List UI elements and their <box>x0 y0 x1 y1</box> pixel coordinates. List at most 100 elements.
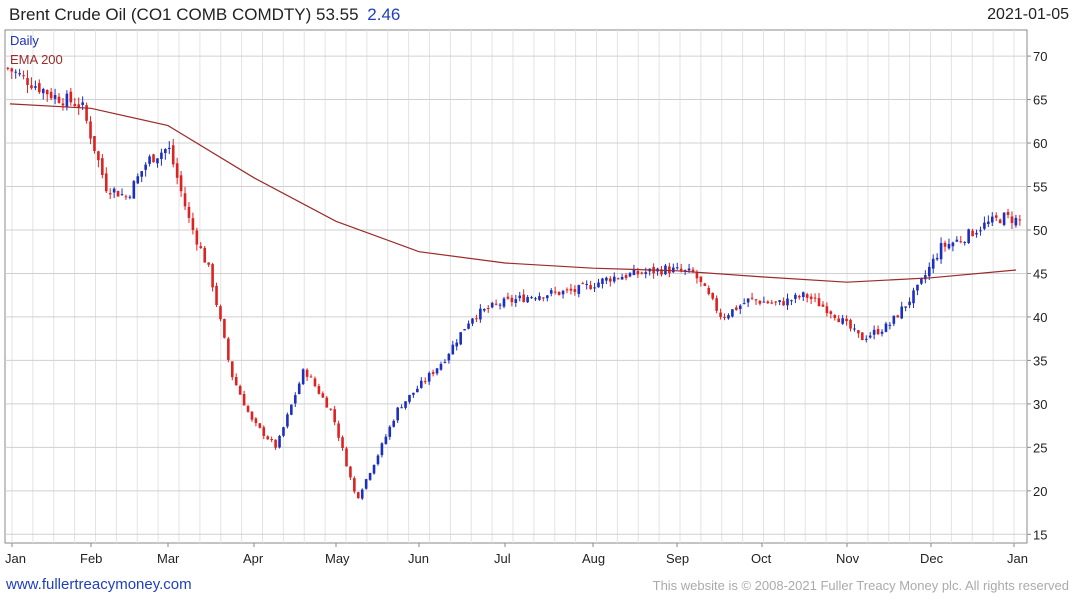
candle-body <box>191 218 195 230</box>
candle <box>455 339 459 351</box>
candle-body <box>376 455 380 465</box>
candle-body <box>719 312 722 318</box>
x-tick-label: Jul <box>494 551 511 566</box>
candle <box>412 392 415 398</box>
chart-legend: Daily EMA 200 <box>10 33 63 67</box>
candle <box>156 158 159 168</box>
candle <box>195 227 199 251</box>
candle-body <box>955 239 959 242</box>
candle <box>18 68 21 77</box>
candle <box>309 374 313 378</box>
candle <box>132 180 136 199</box>
candle <box>912 287 915 309</box>
candle-body <box>821 304 825 307</box>
candle <box>711 292 714 301</box>
candle <box>282 426 285 438</box>
candle-body <box>616 278 620 280</box>
candle <box>349 465 352 481</box>
candle-body <box>624 275 628 279</box>
candle-body <box>360 489 364 499</box>
candle-body <box>313 378 317 387</box>
candle <box>203 246 207 263</box>
candle-body <box>549 290 553 294</box>
candle <box>983 216 986 231</box>
candle-body <box>959 241 963 243</box>
candle <box>183 186 187 211</box>
candle <box>254 417 258 427</box>
candle <box>128 195 132 200</box>
candle-body <box>794 294 797 299</box>
candle <box>250 411 254 422</box>
candle-body <box>230 361 234 378</box>
candle <box>998 218 1002 224</box>
candle-body <box>998 219 1002 224</box>
candle-body <box>297 383 301 395</box>
candle-body <box>164 149 167 154</box>
site-link[interactable]: www.fullertreacymoney.com <box>6 576 192 593</box>
candle <box>778 300 781 306</box>
candle-body <box>160 152 163 160</box>
candle <box>171 138 175 168</box>
candle-body <box>640 272 644 274</box>
candle <box>864 335 868 343</box>
candle-body <box>987 221 990 224</box>
candle <box>833 314 837 321</box>
candle <box>290 404 293 416</box>
candle <box>990 212 994 227</box>
candle-body <box>309 376 313 378</box>
candle <box>246 404 250 413</box>
candle-body <box>927 266 931 277</box>
horizontal-gridlines: 15 20 25 30 35 40 45 50 55 60 65 70 <box>5 49 1047 542</box>
candle-body <box>372 464 376 474</box>
candle <box>293 392 297 408</box>
candle <box>400 404 403 409</box>
candle-body <box>77 104 81 108</box>
candle <box>569 283 573 295</box>
candle-body <box>668 266 671 274</box>
chart-title: Brent Crude Oil (CO1 COMB COMDTY) 53.55 … <box>9 5 400 25</box>
candle <box>475 314 478 323</box>
last-price: 53.55 <box>316 5 359 24</box>
candle-body <box>412 392 415 395</box>
candle-body <box>490 302 494 308</box>
candle-body <box>585 283 588 285</box>
candle <box>723 313 726 321</box>
candle-body <box>73 103 77 106</box>
candle <box>719 308 722 320</box>
candle <box>821 301 825 308</box>
candle-body <box>211 264 214 288</box>
candle <box>829 310 833 319</box>
candle-body <box>423 381 427 383</box>
candle-body <box>93 136 96 152</box>
candle <box>931 254 935 274</box>
candle <box>577 284 581 298</box>
candle-body <box>479 308 482 320</box>
candle-body <box>246 406 250 412</box>
candle-body <box>916 284 919 291</box>
candle-body <box>975 232 978 235</box>
candle-body <box>687 268 691 271</box>
candle <box>53 88 57 105</box>
candle-body <box>951 242 955 247</box>
candle <box>861 332 864 341</box>
candle-body <box>853 328 856 330</box>
candle-body <box>167 147 171 150</box>
price-change: 2.46 <box>367 5 401 24</box>
x-tick-label: May <box>325 551 350 566</box>
candle <box>774 301 778 306</box>
candle-body <box>124 196 128 198</box>
candle-body <box>282 427 285 436</box>
candle <box>376 454 380 466</box>
candle <box>337 420 340 442</box>
candle-body <box>356 492 360 499</box>
candle-body <box>589 285 592 290</box>
candle <box>782 297 785 306</box>
candle-body <box>738 305 742 310</box>
candle <box>305 368 309 381</box>
candle <box>892 315 896 327</box>
candle <box>262 425 266 440</box>
candle-body <box>561 290 565 295</box>
candle-body <box>483 308 486 311</box>
candle <box>89 116 92 145</box>
candle <box>664 263 667 276</box>
